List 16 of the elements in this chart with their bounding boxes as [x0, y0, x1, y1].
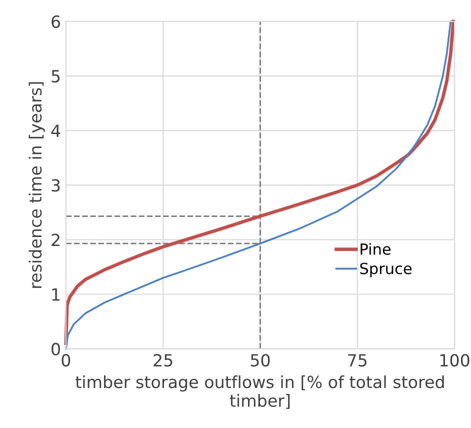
y-tick-label: 1: [52, 288, 60, 301]
y-axis-title: residence time in [years]: [28, 82, 45, 288]
x-tick-label: 100: [440, 354, 470, 367]
legend-label: Pine: [360, 243, 391, 255]
x-tick-label: 0: [62, 354, 70, 367]
y-tick-label: 4: [51, 124, 60, 137]
x-tick-label: 25: [154, 354, 172, 367]
x-tick-label: 50: [250, 354, 270, 367]
x-tick-label: 75: [348, 354, 367, 367]
y-tick-label: 2: [52, 234, 60, 246]
y-tick-label: 6: [52, 15, 60, 28]
legend-label: Spruce: [360, 262, 412, 278]
x-axis-title: timber storage outflows in [% of total stored timber]: [76, 375, 444, 409]
y-tick-label: 0: [52, 342, 60, 356]
y-tick-label: 5: [52, 70, 60, 83]
y-tick-label: 3: [52, 179, 60, 192]
